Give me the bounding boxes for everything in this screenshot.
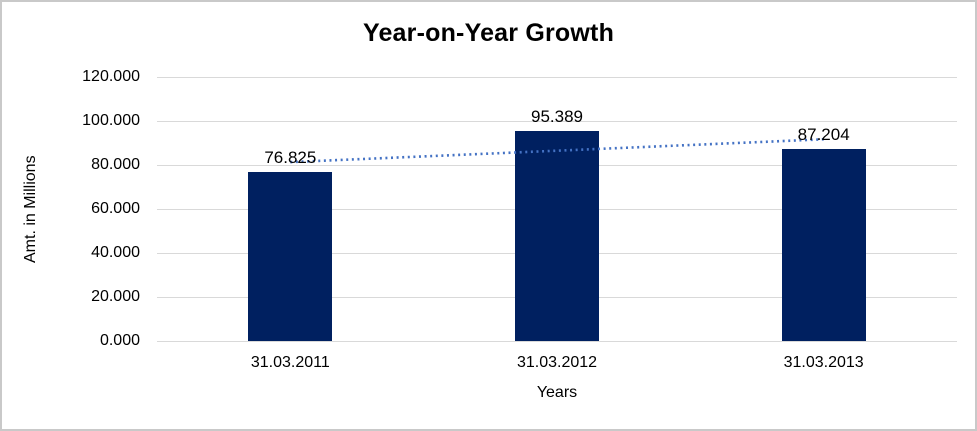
bar (515, 131, 599, 341)
x-tick-label: 31.03.2012 (516, 354, 598, 371)
y-tick-label: 100.000 (82, 112, 140, 129)
bar-value-label: 87.204 (797, 125, 850, 145)
trendline-path (290, 138, 824, 164)
plot-area: 0.000 20.000 40.000 60.000 80.000 100.000 120.… (82, 68, 957, 371)
y-tick-label: 40.000 (91, 244, 140, 261)
y-tick-label: 120.000 (82, 68, 140, 85)
gridline (157, 340, 957, 342)
x-axis-title: Years (536, 384, 578, 401)
bar (248, 172, 333, 341)
chart-title: Year-on-Year Growth (362, 19, 615, 47)
y-tick-label: 60.000 (91, 200, 140, 217)
x-tick-label: 31.03.2013 (783, 354, 864, 371)
gridline (157, 76, 957, 78)
bar (781, 149, 866, 341)
y-tick-label: 0.000 (99, 332, 140, 349)
y-tick-label: 80.000 (91, 156, 140, 173)
y-tick-label: 20.000 (91, 288, 140, 305)
bar-value-label: 95.389 (531, 107, 583, 127)
gridline (157, 120, 957, 122)
bar-value-label: 76.825 (264, 148, 317, 167)
x-tick-label: 31.03.2011 (250, 354, 330, 371)
